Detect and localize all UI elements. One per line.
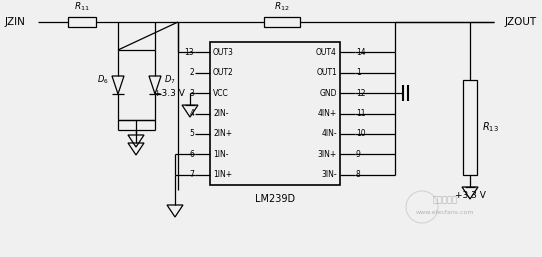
Text: www.elecfans.com: www.elecfans.com <box>416 210 474 216</box>
Text: 1IN-: 1IN- <box>213 150 229 159</box>
Text: JZOUT: JZOUT <box>505 17 537 27</box>
Text: 9: 9 <box>356 150 361 159</box>
Text: OUT3: OUT3 <box>213 48 234 57</box>
Text: 14: 14 <box>356 48 366 57</box>
Text: 2IN+: 2IN+ <box>213 130 232 139</box>
Text: OUT4: OUT4 <box>316 48 337 57</box>
Text: 1IN+: 1IN+ <box>213 170 232 179</box>
Text: 5: 5 <box>189 130 194 139</box>
Text: 10: 10 <box>356 130 366 139</box>
Text: OUT1: OUT1 <box>316 68 337 77</box>
Bar <box>463 80 477 175</box>
Text: 12: 12 <box>356 89 365 98</box>
Bar <box>68 17 96 27</box>
Text: 8: 8 <box>356 170 361 179</box>
Text: 2: 2 <box>189 68 194 77</box>
Text: $R_{13}$: $R_{13}$ <box>482 121 499 134</box>
Text: 13: 13 <box>184 48 194 57</box>
Text: VCC: VCC <box>213 89 229 98</box>
Bar <box>210 42 340 185</box>
Text: +3.3 V: +3.3 V <box>455 191 486 200</box>
Text: OUT2: OUT2 <box>213 68 234 77</box>
Text: 2IN-: 2IN- <box>213 109 229 118</box>
Bar <box>264 17 300 27</box>
Text: 4: 4 <box>189 109 194 118</box>
Text: $R_{11}$: $R_{11}$ <box>74 1 90 13</box>
Text: GND: GND <box>319 89 337 98</box>
Text: 7: 7 <box>189 170 194 179</box>
Text: 3: 3 <box>189 89 194 98</box>
Text: 6: 6 <box>189 150 194 159</box>
Text: $D_7$: $D_7$ <box>164 74 176 86</box>
Text: 3IN-: 3IN- <box>321 170 337 179</box>
Text: JZIN: JZIN <box>5 17 26 27</box>
Text: +3.3 V: +3.3 V <box>154 89 185 98</box>
Text: $R_{12}$: $R_{12}$ <box>274 1 290 13</box>
Text: 4IN-: 4IN- <box>321 130 337 139</box>
Text: 3IN+: 3IN+ <box>318 150 337 159</box>
Text: $D_6$: $D_6$ <box>97 74 109 86</box>
Text: 1: 1 <box>356 68 361 77</box>
Text: 11: 11 <box>356 109 365 118</box>
Text: LM239D: LM239D <box>255 194 295 204</box>
Text: 电子发烧友: 电子发烧友 <box>433 196 457 205</box>
Text: 4IN+: 4IN+ <box>318 109 337 118</box>
